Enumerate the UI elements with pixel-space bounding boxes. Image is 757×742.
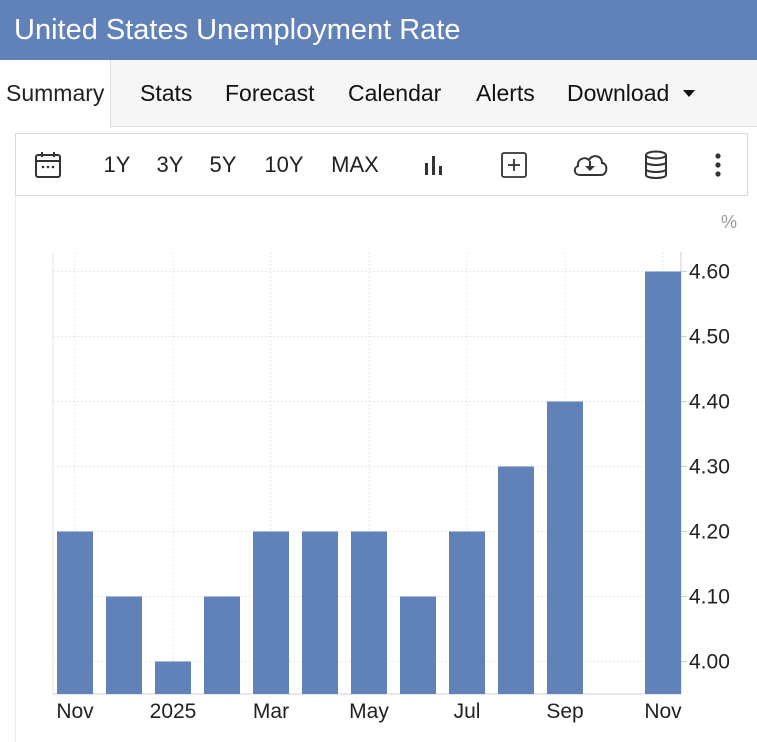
bar[interactable] <box>645 271 681 695</box>
chevron-down-icon <box>683 90 696 97</box>
x-tick-label: Mar <box>253 700 289 723</box>
database-icon[interactable] <box>636 134 676 195</box>
range-3y-button[interactable]: 3Y <box>156 152 184 177</box>
tab-alerts[interactable]: Alerts <box>476 80 535 106</box>
x-tick-label: Nov <box>56 700 94 723</box>
bar[interactable] <box>449 531 485 695</box>
y-tick-label: 4.10 <box>689 586 730 609</box>
tab-forecast[interactable]: Forecast <box>225 80 315 106</box>
x-tick-label: 2025 <box>150 700 197 723</box>
bar[interactable] <box>57 531 93 695</box>
bar[interactable] <box>498 466 534 695</box>
range-1y-button[interactable]: 1Y <box>103 152 131 177</box>
tab-download-label: Download <box>567 80 670 106</box>
x-tick-label: Sep <box>546 700 583 723</box>
y-tick-label: 4.40 <box>689 391 730 414</box>
bar[interactable] <box>400 596 436 695</box>
bar[interactable] <box>302 531 338 695</box>
x-tick-label: Jul <box>454 700 481 723</box>
calendar-icon[interactable] <box>26 134 70 195</box>
add-icon[interactable] <box>494 134 534 195</box>
tab-summary[interactable]: Summary <box>0 60 112 128</box>
page-title: United States Unemployment Rate <box>0 0 757 60</box>
chart-toolbar: 1Y 3Y 5Y 10Y MAX <box>15 133 748 196</box>
x-tick-label: May <box>349 700 389 723</box>
bar[interactable] <box>253 531 289 695</box>
unit-label: % <box>721 212 737 232</box>
tab-download[interactable]: Download <box>567 60 696 127</box>
bar[interactable] <box>106 596 142 695</box>
bar[interactable] <box>351 531 387 695</box>
tab-bar: Summary Stats Forecast Calendar Alerts D… <box>0 60 757 128</box>
more-icon[interactable] <box>700 134 736 195</box>
y-tick-label: 4.30 <box>689 456 730 479</box>
range-10y-button[interactable]: 10Y <box>264 152 304 177</box>
x-tick-label: Nov <box>644 700 682 723</box>
y-tick-label: 4.00 <box>689 651 730 674</box>
bar[interactable] <box>155 661 191 695</box>
y-tick-label: 4.20 <box>689 521 730 544</box>
cloud-download-icon[interactable] <box>568 134 612 195</box>
tab-stats[interactable]: Stats <box>140 80 193 106</box>
chart-area: % 4.00 4.10 4.20 4.30 4.40 4.50 4.60 Nov 2025 Ma… <box>15 196 748 742</box>
bar[interactable] <box>547 401 583 695</box>
tab-calendar[interactable]: Calendar <box>348 80 442 106</box>
range-max-button[interactable]: MAX <box>331 152 379 177</box>
y-tick-label: 4.50 <box>689 326 730 349</box>
bar[interactable] <box>204 596 240 695</box>
unemployment-bar-chart: % 4.00 4.10 4.20 4.30 4.40 4.50 4.60 Nov 2025 Ma… <box>52 212 737 723</box>
range-5y-button[interactable]: 5Y <box>209 152 237 177</box>
y-tick-label: 4.60 <box>689 261 730 284</box>
bar-chart-icon[interactable] <box>414 134 454 195</box>
